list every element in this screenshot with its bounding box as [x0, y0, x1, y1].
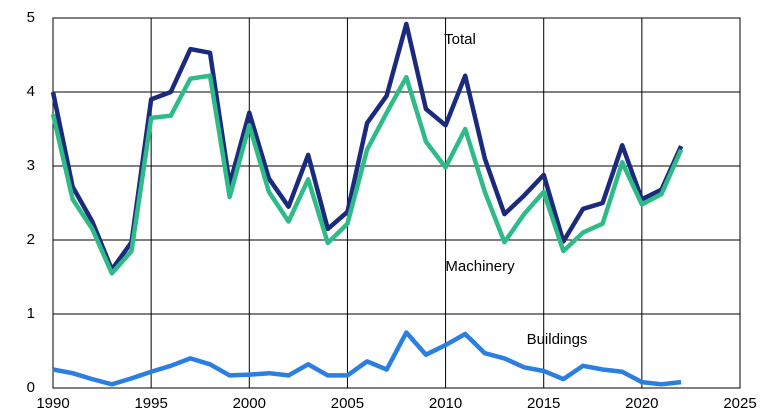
series-label: Machinery — [445, 258, 515, 275]
x-tick-label: 2020 — [625, 395, 658, 412]
x-tick-label: 1990 — [36, 395, 69, 412]
line — [50, 73, 684, 276]
series-label: Total — [444, 31, 476, 48]
line — [52, 330, 682, 387]
y-tick-label: 5 — [27, 9, 35, 26]
x-tick-label: 2015 — [527, 395, 560, 412]
y-tick-label: 0 — [27, 379, 35, 396]
y-tick-label: 4 — [27, 83, 35, 100]
y-tick-label: 3 — [27, 157, 35, 174]
x-tick-label: 2000 — [233, 395, 266, 412]
series-label: Buildings — [527, 331, 588, 348]
x-tick-label: 1995 — [134, 395, 167, 412]
line — [50, 21, 684, 272]
y-tick-label: 2 — [27, 231, 35, 248]
x-tick-label: 2010 — [429, 395, 462, 412]
y-tick-label: 1 — [27, 305, 35, 322]
x-tick-label: 2025 — [723, 395, 756, 412]
x-tick-label: 2005 — [331, 395, 364, 412]
plot-frame — [52, 17, 741, 389]
